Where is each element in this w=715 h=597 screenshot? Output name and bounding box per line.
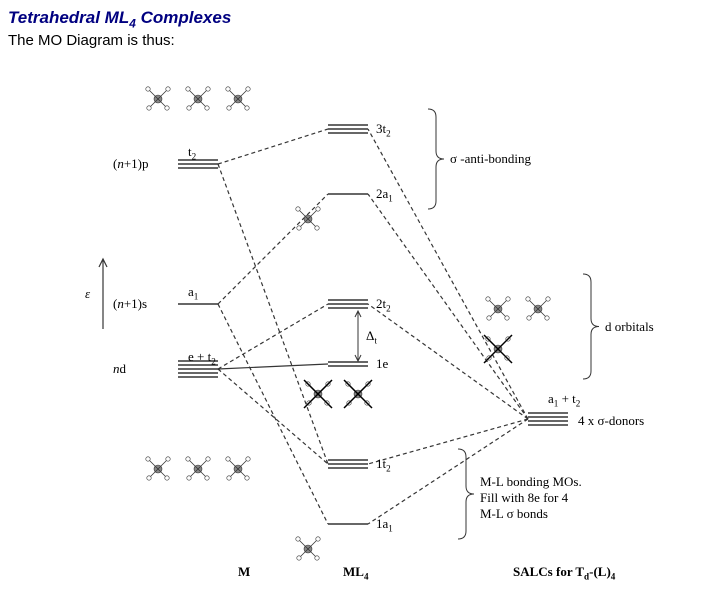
axis-label: ε xyxy=(85,286,90,302)
diagram-svg xyxy=(8,49,708,589)
salc-sym: a1 + t2 xyxy=(548,391,580,409)
mo-level-2t2: 2t2 xyxy=(376,296,391,314)
page-subtitle: The MO Diagram is thus: xyxy=(8,32,707,49)
metal-level-np1s: (n+1)s xyxy=(113,296,147,312)
mo-level-1e: 1e xyxy=(376,356,388,372)
mo-diagram: ε (n+1)p t2 (n+1)s a1 nd e + t2 3t2 2a1 2t2 1e 1t2 1… xyxy=(8,49,708,589)
metal-sym-nd: e + t2 xyxy=(188,349,216,367)
metal-level-nd: nd xyxy=(113,361,126,377)
metal-level-np1p: (n+1)p xyxy=(113,156,149,172)
bracket-label-0: σ -anti-bonding xyxy=(450,151,531,167)
mo-level-2a1: 2a1 xyxy=(376,186,393,204)
mo-level-3t2: 3t2 xyxy=(376,121,391,139)
bracket-label-1: d orbitals xyxy=(605,319,654,335)
col-label-salc: SALCs for Td-(L)4 xyxy=(513,564,615,582)
mo-level-1t2: 1t2 xyxy=(376,456,391,474)
metal-sym-np1s: a1 xyxy=(188,284,198,302)
col-label-m: M xyxy=(238,564,250,580)
bracket-label-2: M-L bonding MOs.Fill with 8e for 4M-L σ … xyxy=(480,474,582,522)
col-label-ml4: ML4 xyxy=(343,564,369,582)
delta-t-label: Δt xyxy=(366,328,377,346)
salc-desc: 4 x σ-donors xyxy=(578,413,644,429)
metal-sym-np1p: t2 xyxy=(188,144,196,162)
mo-level-1a1: 1a1 xyxy=(376,516,393,534)
page-title: Tetrahedral ML4 Complexes xyxy=(8,8,707,30)
